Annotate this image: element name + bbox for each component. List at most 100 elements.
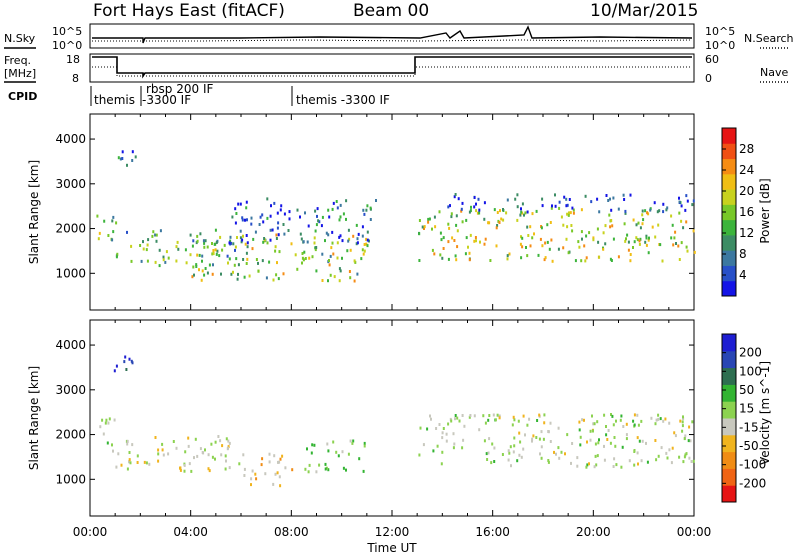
colorbar-swatch bbox=[722, 468, 736, 486]
velocity-cell bbox=[483, 439, 486, 443]
velocity-cell bbox=[225, 459, 227, 463]
power-cell bbox=[315, 223, 318, 227]
power-cell bbox=[523, 213, 525, 217]
velocity-cell bbox=[549, 440, 552, 443]
power-cell bbox=[506, 198, 509, 202]
power-cell bbox=[624, 239, 627, 243]
velocity-cell bbox=[279, 457, 282, 461]
power-cell bbox=[659, 243, 662, 247]
power-cell bbox=[273, 201, 276, 205]
power-cell bbox=[221, 248, 224, 252]
power-cell bbox=[318, 220, 321, 224]
power-cell bbox=[356, 272, 359, 276]
power-cell bbox=[465, 218, 468, 222]
power-cell bbox=[682, 226, 685, 230]
velocity-cell bbox=[522, 447, 525, 451]
power-cell bbox=[641, 209, 644, 213]
power-cell bbox=[175, 245, 178, 249]
power-cell bbox=[275, 233, 278, 237]
velocity-cell bbox=[279, 484, 282, 488]
power-cell bbox=[638, 242, 641, 246]
velocity-cell bbox=[422, 443, 425, 447]
velocity-cell bbox=[659, 417, 662, 421]
power-cell bbox=[242, 234, 244, 238]
power-cell bbox=[662, 202, 665, 206]
velocity-cell bbox=[172, 440, 175, 443]
power-cell bbox=[277, 233, 280, 237]
power-cell bbox=[355, 242, 358, 246]
time-tick-label: 12:00 bbox=[375, 525, 410, 539]
power-cell bbox=[670, 214, 673, 218]
noise-tick-left-top: 10^5 bbox=[52, 25, 82, 38]
power-cell bbox=[598, 210, 601, 214]
power-cell bbox=[478, 211, 481, 215]
power-cell bbox=[294, 253, 297, 257]
power-cell bbox=[201, 254, 204, 258]
velocity-cell bbox=[646, 460, 649, 464]
velocity-cell bbox=[655, 458, 658, 462]
power-cell bbox=[203, 241, 206, 245]
power-cell bbox=[449, 204, 451, 208]
power-cell bbox=[529, 225, 532, 229]
colorbar-swatch bbox=[722, 401, 736, 419]
velocity-cell bbox=[558, 456, 561, 460]
velocity-cell bbox=[595, 463, 598, 467]
power-cell bbox=[531, 236, 534, 240]
power-cell bbox=[680, 241, 683, 245]
velocity-cell bbox=[123, 360, 126, 364]
power-cell bbox=[427, 220, 430, 224]
power-cell bbox=[476, 211, 479, 215]
power-cell bbox=[497, 219, 500, 223]
velocity-cell bbox=[540, 456, 543, 460]
power-cell bbox=[571, 206, 574, 210]
power-cell bbox=[259, 215, 262, 219]
velocity-cell bbox=[501, 453, 504, 456]
velocity-cell bbox=[488, 437, 491, 441]
power-cell bbox=[639, 237, 642, 241]
power-cell bbox=[255, 258, 258, 261]
power-cell bbox=[418, 219, 421, 222]
velocity-cell bbox=[461, 414, 464, 417]
velocity-cell bbox=[419, 426, 422, 430]
velocity-cell bbox=[342, 466, 345, 470]
velocity-cell bbox=[620, 465, 623, 469]
power-cell bbox=[175, 259, 178, 263]
power-cell bbox=[159, 229, 162, 233]
freq-tick-right-bottom: 0 bbox=[705, 72, 712, 85]
power-cell bbox=[237, 263, 240, 267]
velocity-cell bbox=[115, 465, 118, 469]
power-cell bbox=[331, 230, 334, 234]
power-cell bbox=[192, 265, 195, 269]
power-cell bbox=[548, 247, 551, 251]
power-cell bbox=[165, 250, 168, 254]
power-cell bbox=[423, 227, 425, 230]
velocity-cell bbox=[650, 416, 653, 420]
colorbar-swatch bbox=[722, 434, 736, 453]
velocity-cell bbox=[628, 459, 631, 463]
power-cell bbox=[448, 226, 451, 230]
power-cell bbox=[345, 199, 348, 203]
power-cell bbox=[580, 230, 583, 234]
velocity-cell bbox=[452, 432, 455, 436]
power-cell bbox=[107, 234, 110, 237]
power-cell bbox=[300, 237, 303, 241]
power-cell bbox=[627, 240, 630, 244]
power-cell bbox=[330, 246, 333, 250]
velocity-cell bbox=[102, 432, 105, 436]
power-cell bbox=[566, 203, 569, 207]
power-cell bbox=[588, 231, 591, 235]
velocity-cell bbox=[674, 434, 677, 438]
power-cell bbox=[325, 231, 328, 235]
power-cell bbox=[648, 236, 650, 240]
velocity-cell bbox=[632, 419, 635, 423]
velocity-cell bbox=[518, 431, 521, 435]
velocity-cell bbox=[557, 426, 560, 430]
velocity-cell bbox=[691, 420, 694, 424]
power-cell bbox=[635, 223, 638, 227]
power-cell bbox=[434, 225, 437, 229]
velocity-cell bbox=[555, 452, 557, 456]
power-cell bbox=[304, 211, 306, 215]
velocity-cell bbox=[528, 417, 531, 421]
velocity-cell bbox=[526, 423, 529, 427]
velocity-cell bbox=[547, 430, 550, 433]
